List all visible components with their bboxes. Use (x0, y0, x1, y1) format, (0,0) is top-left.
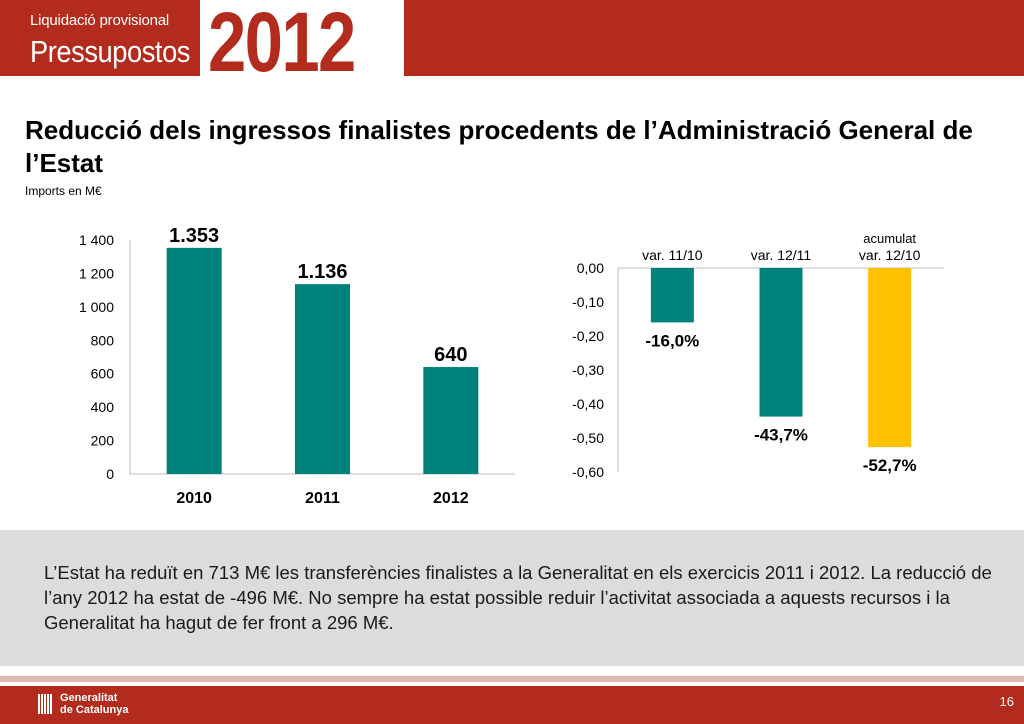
bar-var. 12/11 (759, 268, 803, 417)
y-tick-label: -0,60 (572, 464, 604, 480)
data-label: 640 (434, 344, 467, 366)
bar-2011 (295, 284, 350, 474)
brand-year: 2012 (208, 0, 356, 89)
brand-big-label: Pressupostos (30, 34, 191, 69)
bar-2010 (166, 247, 222, 474)
page-number: 16 (999, 694, 1014, 709)
data-label: -52,7% (863, 456, 917, 475)
header-stripe (404, 0, 1024, 76)
footer-org-line2: de Catalunya (60, 704, 129, 716)
data-label: -16,0% (645, 331, 699, 350)
y-tick-label: 0,00 (577, 260, 604, 276)
page-subtitle: Imports en M€ (25, 184, 102, 198)
y-tick-label: 800 (91, 332, 115, 348)
bar-2012 (423, 367, 479, 474)
data-label: 1.136 (297, 261, 347, 283)
y-tick-label: 1 000 (79, 299, 114, 315)
chart-amounts: 0 200 400 600 800 1 000 1 200 1 400 1.353 2010 1.1… (79, 225, 515, 507)
y-tick-label: 0 (106, 466, 114, 482)
note-box (0, 530, 1024, 666)
category-label: var. 12/11 (751, 247, 812, 263)
footer-bar (0, 686, 1024, 724)
x-tick-label: 2010 (176, 490, 212, 507)
bar-var. 11/10 (650, 268, 694, 323)
y-tick-label: 1 400 (79, 232, 114, 248)
y-tick-label: 200 (91, 433, 115, 449)
data-label: 1.353 (169, 225, 219, 247)
x-tick-label: 2011 (305, 490, 340, 507)
bar-var. 12/10 (868, 268, 912, 448)
x-tick-label: 2012 (433, 490, 469, 507)
y-tick-label: -0,40 (572, 396, 604, 412)
data-label: -43,7% (754, 426, 808, 445)
footer-org-line1: Generalitat (60, 692, 118, 704)
header-bar: Liquidació provisional Pressupostos 2012 (0, 0, 1024, 89)
y-tick-label: 600 (91, 366, 115, 382)
category-label: var. 11/10 (642, 247, 703, 263)
brand-small-label: Liquidació provisional (30, 12, 170, 29)
footer-org: Generalitat de Catalunya (60, 692, 128, 716)
category-prefix-label: acumulat (863, 231, 916, 246)
generalitat-logo-icon (38, 694, 54, 714)
y-tick-label: -0,10 (572, 294, 604, 310)
y-tick-label: 400 (91, 399, 115, 415)
page-title: Reducció dels ingressos finalistes proce… (25, 115, 973, 178)
brand-box: Liquidació provisional Pressupostos (0, 0, 200, 76)
y-tick-label: -0,50 (572, 430, 604, 446)
y-tick-label: 1 200 (79, 265, 114, 281)
chart-variations: 0,00 -0,10 -0,20 -0,30 -0,40 -0,50 -0,60 -16,0%… (572, 231, 944, 480)
category-label: var. 12/10 (859, 247, 921, 263)
footer-divider (0, 676, 1024, 682)
y-tick-label: -0,20 (572, 328, 604, 344)
note-text: L’Estat ha reduït en 713 M€ les transfer… (44, 562, 992, 633)
y-tick-label: -0,30 (572, 362, 604, 378)
